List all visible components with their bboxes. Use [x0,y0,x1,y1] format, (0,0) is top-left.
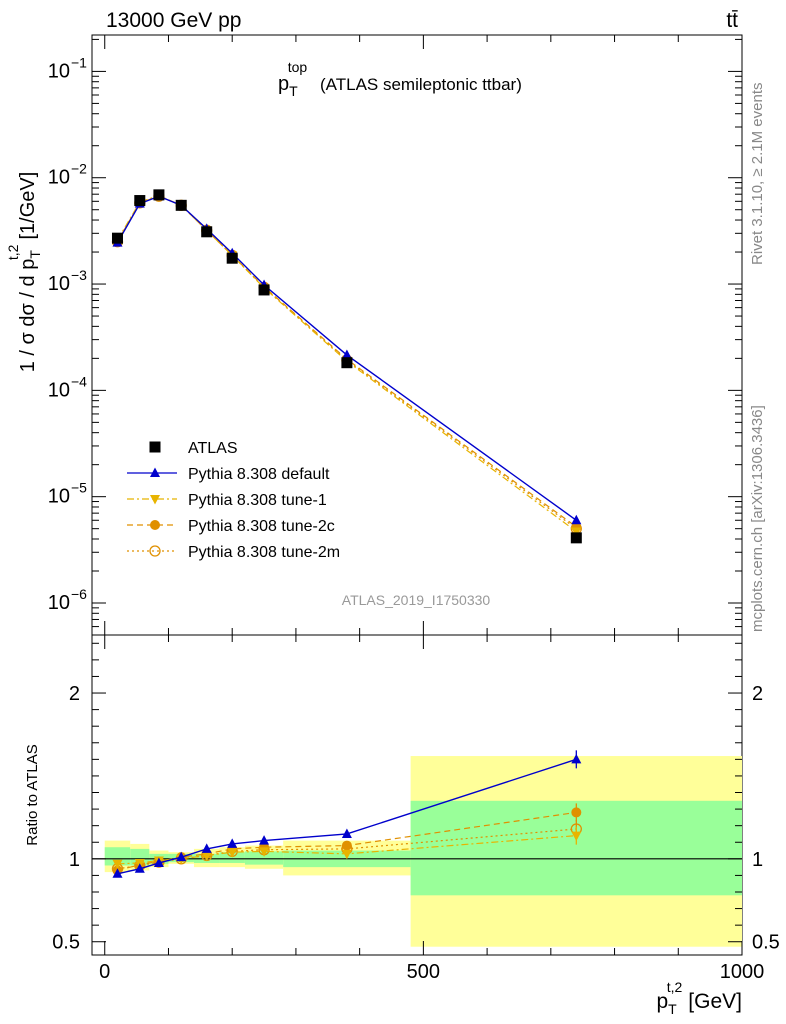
ratio-data-point [227,838,238,848]
mcplots-label: mcplots.cern.ch [arXiv:1306.3436] [749,405,766,632]
main-y-tick-exponent: −3 [71,267,87,283]
x-axis-label-sub: T [668,1001,677,1017]
main-data-point [153,189,165,201]
ratio-data-point [134,863,145,873]
ratio-data-point [341,849,352,860]
legend-label: Pythia 8.308 tune-1 [188,492,327,509]
ratio-data-point [259,847,270,857]
ratio-data-point [201,851,212,862]
main-title: pTtop [278,59,307,99]
legend-marker [150,495,160,505]
ratio-x-axis: 0 500 1000 [99,635,764,983]
main-y-label: 1 / σ dσ / d pTt,2 [1/GeV] [5,172,43,373]
ratio-stat-band [244,851,284,865]
x-tick-label: 500 [407,961,440,983]
ratio-data-point [112,859,123,870]
main-y-axis: 10−110−210−310−410−510−6 [48,38,742,636]
ratio-data-point [259,835,270,845]
main-data-point [341,357,353,369]
main-y-label-text: 1 / σ dσ / d p [17,259,39,373]
main-y-tick-label: 10 [48,60,70,82]
ratio-data-point [571,753,582,764]
main-data-point [226,252,238,264]
analysis-label: ATLAS_2019_I1750330 [342,592,491,608]
ratio-y-label: Ratio to ATLAS [24,744,41,845]
ratio-y-tick-label-right: 2 [752,683,763,705]
ratio-series-group [111,750,582,878]
ratio-y-tick-label-left: 0.5 [52,932,80,954]
main-title-rest: (ATLAS semileptonic ttbar) [320,75,522,94]
main-y-tick-label: 10 [48,273,70,295]
ratio-data-point [341,828,352,838]
main-title-sub: T [289,83,298,99]
ratio-y-axis: 2 2 1 1 0.5 0.5 [52,642,780,954]
main-y-label-unit: [1/GeV] [17,172,39,240]
main-y-tick-label: 10 [48,592,70,614]
legend-marker [150,467,160,477]
main-title-symbol: p [278,73,289,95]
header-right: tt̄ [726,9,738,32]
main-data-point [571,514,582,525]
x-axis-label-sup: t,2 [667,979,683,995]
main-data-point [134,195,146,207]
ratio-y-tick-label-right: 1 [752,849,763,871]
ratio-data-point [571,831,582,842]
main-data-point [111,232,123,244]
x-tick-label: 0 [99,961,110,983]
x-tick-label: 1000 [720,961,765,983]
main-y-tick-exponent: −2 [71,161,87,177]
main-data-point [201,226,213,238]
main-data-point [571,527,582,538]
main-y-label-sub: T [27,250,43,259]
main-data-point [570,532,582,544]
ratio-y-tick-label-right: 0.5 [752,932,780,954]
main-y-tick-label: 10 [48,486,70,508]
x-axis-label-unit: [GeV] [688,990,742,1013]
ratio-data-point [201,843,212,853]
legend-marker [149,545,161,557]
main-y-tick-exponent: −1 [71,54,87,70]
main-y-tick-exponent: −6 [71,586,87,602]
ratio-data-point [176,851,187,862]
x-axis-label: pTt,2 [GeV] [656,979,742,1017]
legend-marker [149,441,161,453]
main-data-point [341,349,352,360]
ratio-data-point [112,868,123,878]
main-y-tick-exponent: −4 [71,373,87,389]
legend-label: ATLAS [188,440,238,457]
ratio-bands [92,756,742,947]
main-data-point [175,199,187,211]
ratio-data-point [341,840,352,851]
rivet-label: Rivet 3.1.10, ≥ 2.1M events [749,83,766,266]
ratio-stat-band [104,847,131,866]
ratio-data-point [227,848,238,858]
ratio-y-tick-label-left: 2 [69,683,80,705]
x-axis-label-text: p [656,990,668,1013]
header-left: 13000 GeV pp [106,9,241,32]
main-y-tick-label: 10 [48,167,70,189]
main-y-label-sup: t,2 [5,244,21,260]
legend-label: Pythia 8.308 default [188,466,330,483]
ratio-data-point [571,807,582,818]
ratio-y-tick-label-left: 1 [69,849,80,871]
main-x-axis [104,35,743,635]
main-title-sup: top [288,59,308,75]
ratio-data-point [153,857,164,867]
main-series-group [111,189,582,544]
main-y-tick-label: 10 [48,379,70,401]
legend-marker [150,520,160,530]
main-data-point [258,284,270,296]
ratio-stat-band [130,848,150,866]
main-y-tick-exponent: −5 [71,480,87,496]
legend: ATLAS Pythia 8.308 default Pythia 8.308 tu… [127,440,340,561]
legend-label: Pythia 8.308 tune-2m [188,544,340,561]
legend-label: Pythia 8.308 tune-2c [188,518,335,535]
